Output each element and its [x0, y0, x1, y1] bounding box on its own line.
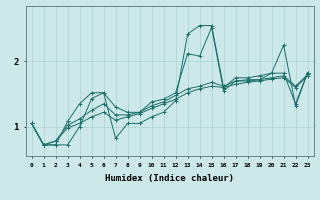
X-axis label: Humidex (Indice chaleur): Humidex (Indice chaleur) — [105, 174, 234, 183]
